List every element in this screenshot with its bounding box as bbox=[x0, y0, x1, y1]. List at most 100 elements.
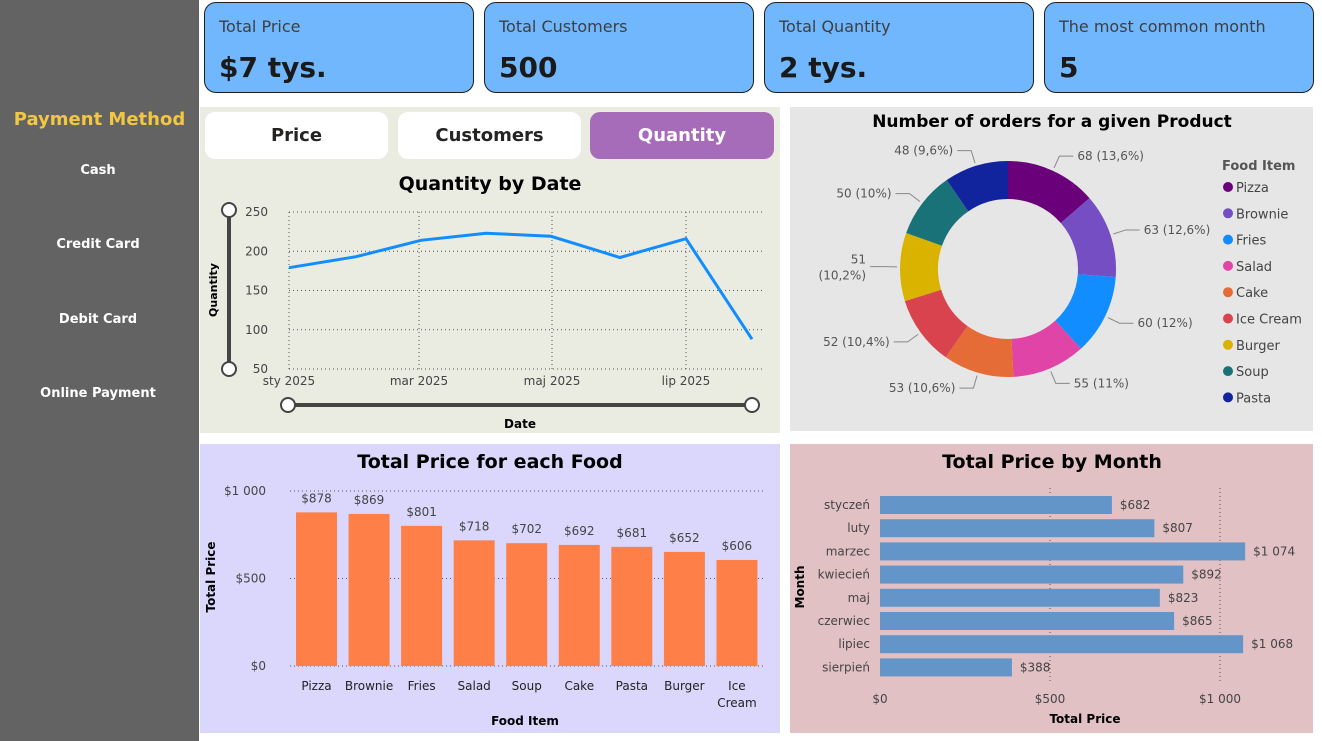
line-y-ticks: 250 200 150 100 50 bbox=[245, 205, 268, 376]
slicer-item-online-payment[interactable]: Online Payment bbox=[40, 386, 156, 401]
food-x-tick-label: Salad bbox=[458, 679, 491, 693]
kpi-label: The most common month bbox=[1059, 17, 1266, 36]
donut-labels: 68 (13,6%) 63 (12,6%) 60 (12%) 55 (11%) 53 (… bbox=[819, 144, 1211, 395]
line-y-axis-label: Quantity bbox=[207, 263, 220, 317]
legend-item-label: Pizza bbox=[1236, 181, 1269, 196]
month-bar-value-label: $682 bbox=[1120, 498, 1151, 512]
line-x-tick-label: mar 2025 bbox=[390, 374, 448, 388]
legend-marker-icon bbox=[1223, 339, 1233, 350]
food-x-tick-label: Burger bbox=[664, 679, 705, 693]
month-bar-value-label: $1 074 bbox=[1253, 544, 1295, 558]
food-bar-cake bbox=[558, 544, 600, 666]
line-x-ticks: sty 2025 mar 2025 maj 2025 lip 2025 bbox=[263, 374, 711, 388]
x-range-slider-handle-right[interactable] bbox=[744, 397, 760, 413]
month-bar-7 bbox=[880, 635, 1244, 654]
month-y-tick-label: styczeń bbox=[824, 498, 870, 512]
kpi-most-common-month: The most common month 5 bbox=[1044, 2, 1314, 93]
donut-leader-line bbox=[1050, 371, 1070, 384]
kpi-total-price: Total Price $7 tys. bbox=[204, 2, 474, 93]
line-y-tick-label: 200 bbox=[245, 244, 268, 258]
donut-slice-ice-cream bbox=[904, 289, 968, 358]
food-bar-value-label: $718 bbox=[459, 519, 490, 533]
month-y-tick-label: marzec bbox=[826, 544, 870, 558]
kpi-label: Total Quantity bbox=[779, 17, 891, 36]
food-x-tick-label: Ice bbox=[728, 679, 746, 693]
month-x-axis-label: Total Price bbox=[1049, 712, 1120, 726]
donut-data-label: 51 bbox=[851, 253, 866, 267]
food-y-tick-label: $500 bbox=[235, 572, 266, 586]
month-bar-value-label: $892 bbox=[1191, 568, 1222, 582]
kpi-label: Total Customers bbox=[499, 17, 628, 36]
month-bar-6 bbox=[880, 612, 1175, 630]
food-bars: $878 Pizza $869 Brownie $801 Fries $718 Salad $7… bbox=[296, 491, 758, 710]
month-y-tick-label: maj bbox=[848, 591, 870, 605]
slicer-item-credit-card[interactable]: Credit Card bbox=[56, 237, 140, 252]
food-bar-value-label: $878 bbox=[301, 491, 332, 505]
food-bar-fries bbox=[401, 525, 443, 666]
donut-slice-brownie bbox=[1060, 198, 1116, 278]
y-range-slider-handle-bottom[interactable] bbox=[221, 361, 237, 377]
donut-data-label: 50 (10%) bbox=[836, 187, 891, 201]
month-y-tick-label: kwiecień bbox=[818, 568, 870, 582]
food-y-axis-label: Total Price bbox=[204, 541, 218, 612]
month-bar-4 bbox=[880, 565, 1184, 584]
line-x-tick-label: maj 2025 bbox=[524, 374, 581, 388]
line-y-tick-label: 100 bbox=[245, 323, 268, 337]
food-bar-value-label: $801 bbox=[406, 505, 437, 519]
slicer-item-debit-card[interactable]: Debit Card bbox=[58, 312, 138, 327]
legend-item-label: Salad bbox=[1236, 260, 1272, 275]
month-bar-value-label: $865 bbox=[1182, 614, 1213, 628]
tab-price[interactable]: Price bbox=[205, 112, 388, 159]
line-y-tick-label: 150 bbox=[245, 284, 268, 298]
donut-data-label: 55 (11%) bbox=[1074, 376, 1129, 390]
food-x-tick-label: Brownie bbox=[345, 679, 393, 693]
month-bar-value-label: $388 bbox=[1020, 660, 1051, 674]
line-y-tick-label: 50 bbox=[253, 362, 268, 376]
food-bar-brownie bbox=[348, 513, 390, 666]
food-bar-value-label: $702 bbox=[511, 522, 542, 536]
donut-leader-line bbox=[1113, 229, 1140, 235]
payment-method-slicer: Payment Method Cash Credit Card Debit Ca… bbox=[0, 0, 199, 741]
month-y-tick-label: sierpień bbox=[822, 660, 870, 674]
food-bar-pizza bbox=[296, 512, 337, 666]
donut-data-label: 53 (10,6%) bbox=[889, 381, 956, 395]
month-bar-2 bbox=[880, 519, 1155, 538]
month-y-tick-label: lipiec bbox=[838, 637, 870, 651]
legend-marker-icon bbox=[1223, 260, 1233, 271]
legend-marker-icon bbox=[1223, 313, 1233, 324]
donut-data-label: 68 (13,6%) bbox=[1077, 149, 1144, 163]
donut-chart-title: Number of orders for a given Product bbox=[872, 112, 1232, 132]
orders-by-product-donut: Number of orders for a given Product 68 … bbox=[819, 112, 1302, 406]
food-bar-soup bbox=[506, 543, 548, 666]
food-bar-value-label: $692 bbox=[564, 524, 595, 538]
tab-customers[interactable]: Customers bbox=[398, 112, 581, 159]
donut-data-label: 52 (10,4%) bbox=[823, 335, 890, 349]
donut-data-label: (10,2%) bbox=[819, 269, 866, 283]
slicer-title: Payment Method bbox=[13, 109, 186, 130]
month-bar-value-label: $1 068 bbox=[1251, 637, 1293, 651]
x-range-slider-handle-left[interactable] bbox=[280, 397, 296, 413]
legend-item-label: Pasta bbox=[1236, 391, 1271, 406]
food-x-tick-label: Pasta bbox=[616, 679, 648, 693]
month-y-tick-label: luty bbox=[847, 521, 870, 535]
legend-item-label: Soup bbox=[1236, 365, 1269, 380]
line-chart-panel bbox=[200, 107, 780, 433]
legend-marker-icon bbox=[1223, 287, 1233, 298]
donut-slice-fries bbox=[1055, 274, 1116, 349]
legend-item-label: Fries bbox=[1236, 234, 1266, 249]
month-bar-value-label: $807 bbox=[1162, 521, 1193, 535]
legend-marker-icon bbox=[1223, 182, 1233, 192]
month-bar-5 bbox=[880, 588, 1160, 607]
donut-slice-salad bbox=[1011, 320, 1081, 377]
tab-quantity[interactable]: Quantity bbox=[590, 112, 774, 159]
food-bar-burger bbox=[663, 551, 705, 666]
kpi-value: 2 tys. bbox=[779, 51, 868, 84]
legend-marker-icon bbox=[1223, 366, 1233, 377]
food-bar-pasta bbox=[611, 546, 653, 666]
food-bar-value-label: $652 bbox=[669, 531, 700, 545]
legend-marker-icon bbox=[1223, 392, 1233, 403]
month-bar-3 bbox=[880, 542, 1246, 561]
y-range-slider-handle-top[interactable] bbox=[221, 202, 237, 218]
slicer-item-cash[interactable]: Cash bbox=[80, 163, 116, 178]
food-x-tick-label: Soup bbox=[512, 679, 542, 693]
